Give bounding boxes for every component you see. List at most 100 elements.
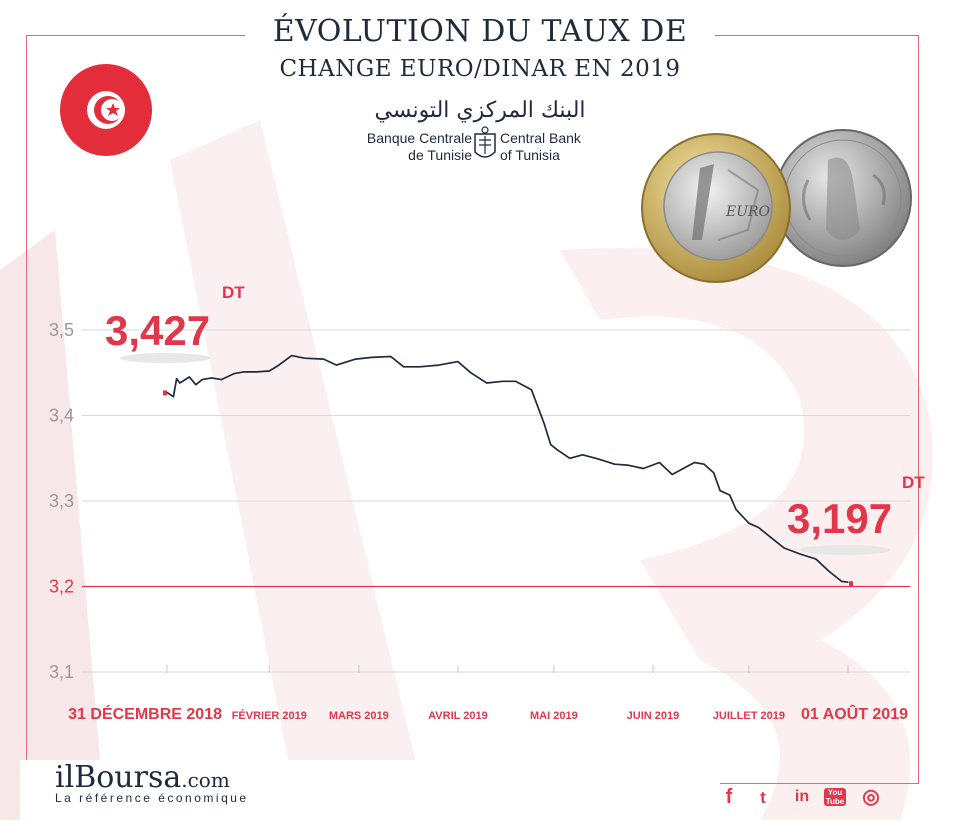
series-point — [735, 508, 737, 511]
facebook-icon[interactable]: f — [725, 786, 733, 808]
series-point — [323, 358, 325, 360]
brand-word: ilBoursa — [55, 760, 182, 795]
series-point — [470, 372, 472, 374]
series-point — [713, 472, 715, 474]
tunisia-flag-icon — [60, 64, 152, 156]
end-unit-label: DT — [902, 473, 925, 492]
series-point — [278, 364, 280, 366]
series-point — [291, 355, 293, 357]
series-point — [530, 389, 533, 391]
end-value-label: 3,197 — [787, 495, 892, 542]
series-point — [243, 371, 245, 373]
series-point — [770, 537, 772, 539]
series-point — [703, 463, 705, 465]
y-tick-label: 3,3 — [49, 491, 74, 511]
series-point — [783, 547, 785, 549]
start-label-shadow — [120, 353, 210, 363]
series-point — [179, 382, 181, 384]
start-unit-label: DT — [222, 283, 245, 302]
series-point — [729, 494, 731, 496]
bank-name-fr-line1: Banque Centrale — [366, 130, 472, 146]
series-point — [233, 373, 235, 375]
series-point — [614, 463, 616, 465]
frame-gap-top — [245, 20, 715, 60]
x-tick-label: 31 DÉCEMBRE 2018 — [68, 704, 222, 723]
series-line — [166, 354, 849, 584]
title-line-2: CHANGE EURO/DINAR EN 2019 — [279, 56, 681, 82]
youtube-icon[interactable]: You Tube — [824, 788, 846, 806]
series-point — [371, 356, 373, 358]
series-point — [582, 454, 584, 456]
bank-emblem-icon — [474, 126, 496, 158]
y-tick-label: 3,2 — [49, 577, 74, 597]
ilboursa-logo[interactable]: ilBoursa.com La référence économique — [55, 760, 249, 805]
twitter-icon[interactable]: t — [760, 788, 766, 807]
series-point — [438, 364, 440, 366]
series-point — [418, 366, 421, 368]
series-point — [402, 366, 405, 368]
x-tick-label: MARS 2019 — [329, 710, 389, 722]
series-point — [188, 376, 190, 378]
start-marker — [163, 390, 167, 396]
bank-name-english: Central Bank of Tunisia — [500, 130, 640, 164]
instagram-icon[interactable]: ◎ — [862, 786, 880, 808]
euro-coin-icon: EURO — [641, 133, 791, 283]
series-point — [719, 490, 721, 492]
series-point — [172, 396, 174, 398]
start-value-label: 3,427 — [105, 307, 210, 354]
x-tick-label: JUIN 2019 — [627, 710, 680, 722]
series-point — [537, 406, 539, 408]
y-tick-label: 3,4 — [49, 406, 74, 426]
series-point — [355, 358, 357, 360]
y-tick-label: 3,1 — [49, 662, 74, 682]
bank-name-en-line1: Central Bank — [500, 130, 581, 146]
bank-name-fr-line2: de Tunisie — [408, 147, 472, 163]
euro-coin-label: EURO — [725, 204, 771, 220]
series-point — [598, 458, 600, 460]
frame-gap-bottom — [20, 760, 720, 820]
bank-name-french: Banque Centrale de Tunisie — [360, 130, 472, 164]
brand-tagline: La référence économique — [55, 791, 249, 805]
series-point — [841, 580, 843, 582]
title-line-1: ÉVOLUTION DU TAUX DE — [272, 14, 688, 49]
series-point — [303, 357, 306, 359]
series-point — [748, 522, 750, 524]
y-tick-label: 3,5 — [49, 320, 74, 340]
central-bank-logo: البنك المركزي التونسي Banque Centrale de… — [330, 98, 630, 168]
series-point — [268, 370, 270, 372]
series-point — [556, 449, 558, 451]
series-point — [255, 371, 258, 373]
series-point — [815, 558, 817, 560]
series-point — [543, 423, 545, 425]
bank-name-en-line2: of Tunisia — [500, 147, 560, 163]
series-point — [757, 526, 760, 529]
series-point — [626, 464, 628, 466]
series-point — [502, 380, 504, 382]
series-point — [569, 457, 571, 459]
series-point — [201, 378, 203, 381]
bank-name-arabic: البنك المركزي التونسي — [374, 98, 586, 123]
social-links: f t in You Tube ◎ — [718, 786, 888, 810]
x-tick-label: FÉVRIER 2019 — [232, 709, 307, 722]
series-point — [457, 361, 459, 363]
series-point — [658, 461, 660, 464]
series-point — [693, 461, 696, 464]
linkedin-icon[interactable]: in — [794, 788, 810, 805]
x-tick-label: JUILLET 2019 — [713, 710, 785, 722]
series-point — [514, 380, 517, 382]
x-tick-label: 01 AOÛT 2019 — [801, 704, 908, 723]
series-point — [335, 364, 338, 366]
series-point — [828, 570, 830, 572]
series-point — [847, 581, 849, 583]
series-point — [799, 553, 801, 555]
brand-domain: .com — [181, 768, 230, 792]
series-point — [195, 384, 197, 386]
dinar-coin-icon — [774, 129, 912, 267]
end-marker — [849, 581, 853, 587]
series-point — [671, 473, 673, 476]
brand-name: ilBoursa.com — [55, 760, 249, 795]
coins-illustration: EURO — [641, 129, 912, 283]
series-point — [550, 443, 552, 446]
series-point — [642, 467, 644, 470]
